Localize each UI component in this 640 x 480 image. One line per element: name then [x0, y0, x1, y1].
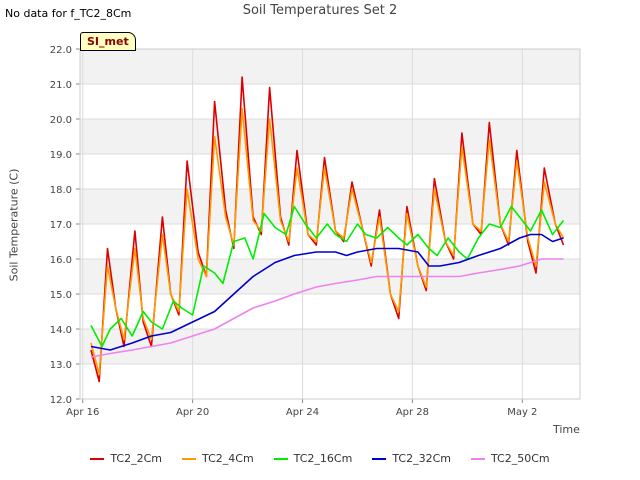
legend-item: TC2_32Cm: [372, 452, 451, 465]
legend-label: TC2_4Cm: [202, 452, 254, 465]
legend-swatch: [182, 457, 197, 460]
x-axis-label: Time: [553, 423, 580, 436]
legend-item: TC2_50Cm: [470, 452, 550, 465]
x-tick-label: Apr 24: [286, 407, 319, 418]
legend-label: TC2_2Cm: [110, 452, 163, 465]
legend-swatch: [372, 457, 387, 460]
y-axis-label: Soil Temperature (C): [7, 168, 21, 282]
no-data-note: No data for f_TC2_8Cm: [5, 7, 132, 20]
y-tick-label: 12.0: [50, 395, 72, 406]
legend-swatch: [273, 457, 288, 460]
legend-label: TC2_16Cm: [293, 452, 353, 465]
y-tick-label: 21.0: [50, 80, 72, 91]
grid-band: [80, 329, 580, 364]
series-line-tc2_32cm: [90, 233, 564, 351]
y-tick-label: 22.0: [50, 45, 72, 56]
y-tick-label: 13.0: [50, 360, 72, 371]
plot-frame: [79, 48, 581, 400]
y-tick-label: 17.0: [50, 220, 72, 231]
chart-title: Soil Temperatures Set 2: [242, 3, 398, 18]
legend-item: TC2_4Cm: [182, 452, 254, 465]
series-line-tc2_16cm: [90, 205, 565, 348]
site-badge: SI_met: [80, 32, 136, 51]
series-line-tc2_50cm: [90, 258, 564, 358]
legend: TC2_2Cm TC2_4Cm TC2_16Cm TC2_32Cm TC2_50Cm: [0, 452, 640, 465]
grid-band: [80, 49, 580, 84]
series-line-tc2_4cm: [90, 107, 565, 376]
legend-swatch: [470, 457, 485, 460]
x-tick-label: May 2: [507, 407, 537, 418]
grid-band: [80, 119, 580, 154]
grid-band: [80, 259, 580, 294]
x-tick-label: Apr 20: [176, 407, 209, 418]
legend-label: TC2_50Cm: [490, 452, 550, 465]
y-tick-label: 15.0: [50, 290, 72, 301]
y-tick-label: 16.0: [50, 255, 72, 266]
y-tick-label: 20.0: [50, 115, 72, 126]
legend-swatch: [90, 457, 105, 460]
legend-item: TC2_16Cm: [273, 452, 353, 465]
y-tick-label: 14.0: [50, 325, 72, 336]
x-tick-label: Apr 16: [66, 407, 99, 418]
x-tick-label: Apr 28: [396, 407, 429, 418]
legend-item: TC2_2Cm: [90, 452, 162, 465]
y-tick-label: 19.0: [50, 150, 72, 161]
y-tick-label: 18.0: [50, 185, 72, 196]
legend-label: TC2_32Cm: [392, 452, 451, 465]
